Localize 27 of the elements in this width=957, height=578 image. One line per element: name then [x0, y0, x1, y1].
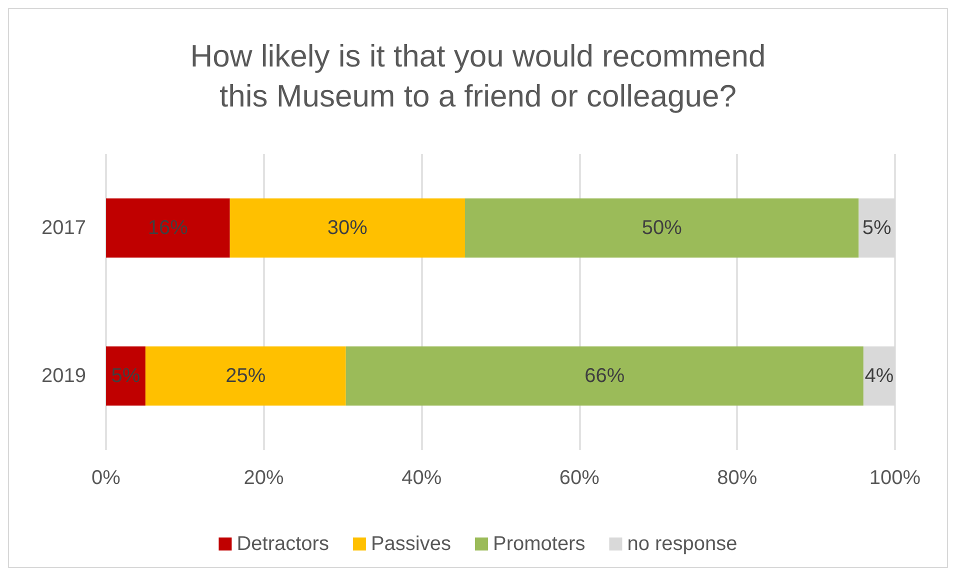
chart-title: How likely is it that you would recommend this Museum to a friend or colleague?	[190, 38, 766, 114]
data-label: 5%	[862, 217, 892, 239]
data-label: 30%	[327, 217, 368, 239]
x-tick-label: 20%	[244, 467, 284, 489]
x-tick-label: 60%	[559, 467, 600, 489]
data-label: 5%	[111, 365, 140, 387]
x-tick-label: 40%	[402, 467, 442, 489]
data-label: 66%	[584, 365, 625, 387]
x-tick-label: 0%	[92, 467, 121, 489]
y-tick-label: 2019	[42, 365, 86, 387]
x-tick-label: 100%	[869, 467, 921, 489]
bar	[145, 346, 346, 406]
legend-label: Detractors	[236, 533, 329, 555]
bar	[106, 346, 146, 406]
data-label: 16%	[148, 217, 188, 239]
legend-label: Passives	[370, 533, 451, 555]
legend-label: no response	[627, 533, 738, 555]
x-tick-label: 80%	[717, 467, 758, 489]
bar	[464, 198, 859, 258]
legend-label: Promoters	[492, 533, 586, 555]
bar	[346, 346, 864, 406]
data-label: 50%	[642, 217, 682, 239]
data-label: 4%	[864, 365, 894, 387]
y-tick-label: 2017	[42, 217, 86, 239]
bar	[230, 198, 465, 258]
bar	[106, 198, 230, 258]
data-label: 25%	[226, 365, 266, 387]
